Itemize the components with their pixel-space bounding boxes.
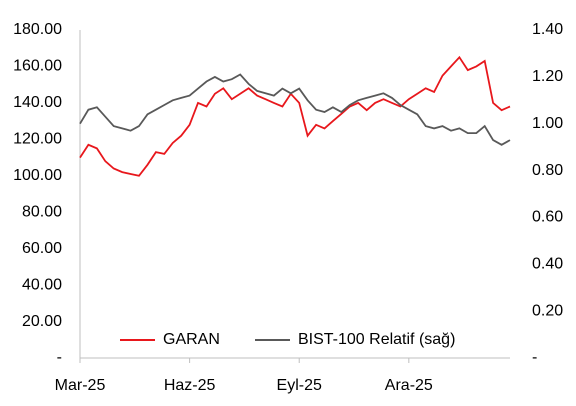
legend-label: GARAN xyxy=(163,331,220,348)
y-tick-label: - xyxy=(57,349,62,366)
legend-label: BIST-100 Relatif (sağ) xyxy=(298,331,455,348)
series-line xyxy=(79,55,511,177)
y2-tick-label: 0.80 xyxy=(532,162,563,179)
y2-tick-label: 1.20 xyxy=(532,68,563,85)
y2-tick-label: - xyxy=(532,349,537,366)
y-tick-label: 160.00 xyxy=(13,58,62,75)
y-tick-label: 100.00 xyxy=(13,167,62,184)
y-tick-label: 180.00 xyxy=(13,21,62,38)
x-tick-label: Mar-25 xyxy=(55,377,106,394)
x-tick-label: Ara-25 xyxy=(385,377,433,394)
y2-tick-label: 1.00 xyxy=(532,115,563,132)
y2-tick-label: 0.40 xyxy=(532,256,563,273)
y-tick-label: 140.00 xyxy=(13,94,62,111)
y-tick-label: 20.00 xyxy=(22,313,62,330)
y-tick-label: 40.00 xyxy=(22,276,62,293)
y2-tick-label: 1.40 xyxy=(532,21,563,38)
y-tick-label: 60.00 xyxy=(22,240,62,257)
x-tick-label: Eyl-25 xyxy=(277,377,322,394)
x-tick-label: Haz-25 xyxy=(164,377,216,394)
y-tick-label: 80.00 xyxy=(22,203,62,220)
y2-tick-label: 0.20 xyxy=(532,302,563,319)
series-line xyxy=(79,73,511,146)
y2-tick-label: 0.60 xyxy=(532,209,563,226)
y-tick-label: 120.00 xyxy=(13,131,62,148)
